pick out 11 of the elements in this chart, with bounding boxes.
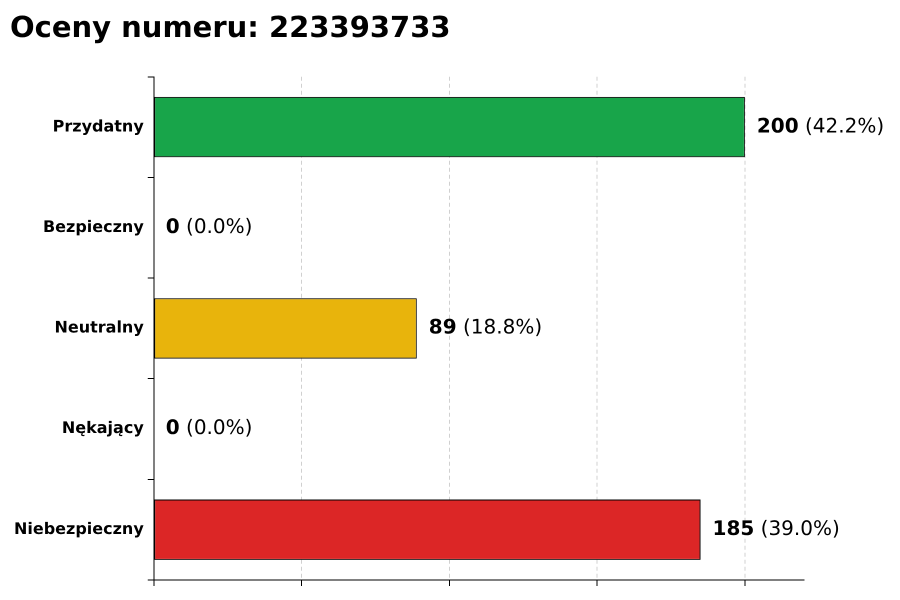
data-label: 200 (42.2%) [756,113,884,138]
chart-title: Oceny numeru: 223393733 [10,10,451,44]
y-tick-label: Neutralny [54,318,144,337]
y-tick-label: Nękający [62,418,144,438]
y-tick-label: Przydatny [52,116,144,136]
data-label: 0 (0.0%) [166,415,252,440]
data-label: 0 (0.0%) [166,214,252,238]
y-tick-label: Bezpieczny [42,216,144,236]
data-label: 185 (39.0%) [712,516,840,540]
data-label: 89 (18.8%) [428,314,542,339]
y-tick-label: Niebezpieczny [14,518,144,538]
